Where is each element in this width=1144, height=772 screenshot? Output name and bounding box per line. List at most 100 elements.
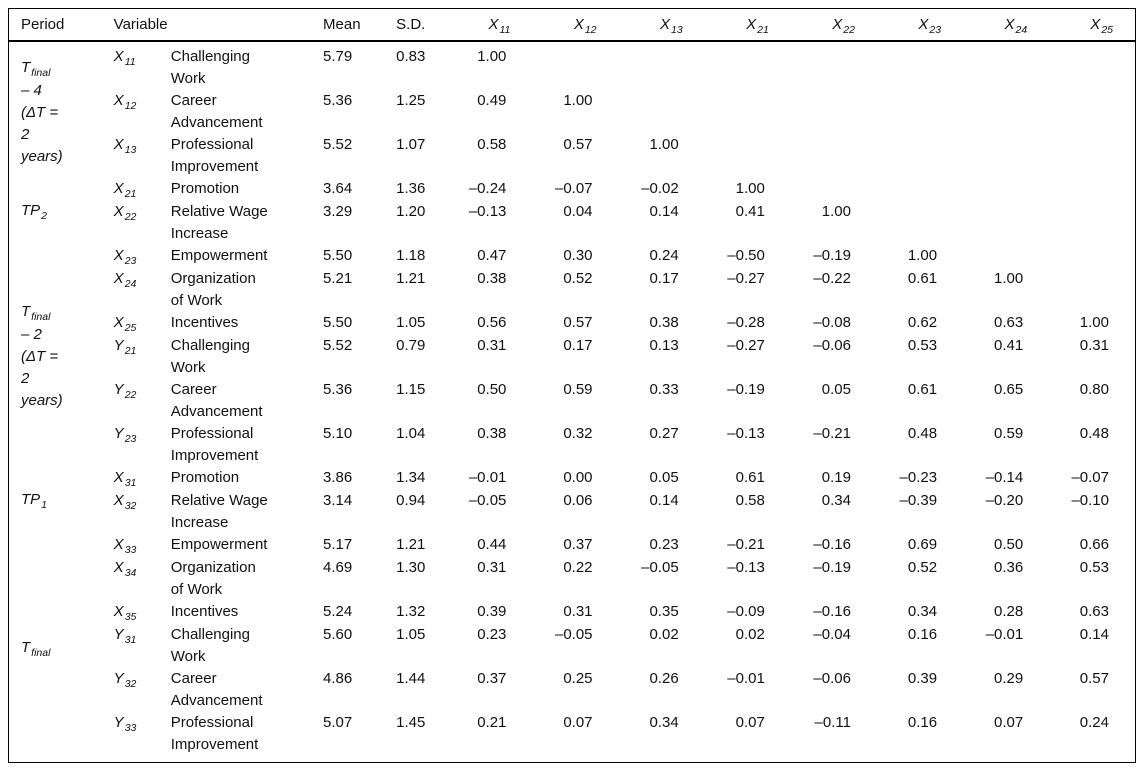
col-header-period: Period	[8, 8, 114, 42]
correlation-value: 0.57	[1079, 670, 1109, 687]
variable-subscript: 33	[124, 544, 137, 556]
variable-subscript: 24	[124, 278, 137, 290]
correlation-value: –0.13	[727, 425, 765, 442]
variable-description: Organization of Work	[170, 270, 256, 309]
correlation-value: 0.23	[649, 536, 679, 553]
correlation-value: 0.34	[821, 492, 851, 509]
correlation-value: 0.14	[1079, 626, 1109, 643]
period-label: Tfinal – 2 (ΔT = 2 years)	[21, 303, 63, 409]
correlation-value	[963, 41, 1049, 90]
mean-value: 5.52	[323, 337, 353, 354]
correlation-value: –0.50	[727, 247, 765, 264]
variable-description: Empowerment	[170, 247, 268, 264]
correlation-value	[1049, 41, 1135, 90]
variable-base: X	[113, 536, 124, 553]
header-var-base: X	[1004, 16, 1015, 33]
variable-symbol: X24	[114, 268, 171, 312]
correlation-value: 0.17	[649, 270, 679, 287]
correlation-value	[791, 41, 877, 90]
mean-value: 5.10	[323, 425, 353, 442]
col-header-x11: X11	[446, 8, 533, 42]
correlation-value: 0.35	[649, 603, 679, 620]
variable-subscript: 21	[124, 345, 137, 357]
variable-symbol: X31	[114, 467, 171, 490]
correlation-value: 0.53	[907, 337, 938, 354]
correlation-value: 0.63	[1079, 603, 1109, 620]
correlation-value: 0.19	[821, 469, 851, 486]
correlation-value: 0.49	[477, 92, 507, 109]
variable-symbol: X34	[114, 557, 171, 601]
correlation-value	[877, 178, 963, 201]
header-var-base: X	[832, 16, 843, 33]
period-subscript: 1	[41, 499, 48, 511]
sd-value: 1.34	[396, 469, 426, 486]
correlation-value: 0.06	[563, 492, 593, 509]
variable-base: X	[113, 314, 124, 331]
table-row: X13 Professional Improvement 5.52 1.07 0…	[9, 134, 1136, 178]
correlation-value: 0.16	[907, 626, 938, 643]
mean-value: 5.60	[323, 626, 353, 643]
correlation-value: 0.61	[907, 270, 938, 287]
variable-description: Challenging Work	[170, 626, 250, 665]
variable-base: X	[113, 469, 124, 486]
variable-symbol: X32	[114, 490, 171, 534]
header-var-subscript: 24	[1015, 24, 1028, 36]
table-row: X25 Incentives 5.50 1.05 0.56 0.57 0.38 …	[9, 312, 1136, 335]
correlation-value: 0.02	[735, 626, 765, 643]
mean-value: 5.50	[323, 314, 353, 331]
correlation-value: 0.48	[907, 425, 938, 442]
correlation-value	[1049, 178, 1135, 201]
col-header-mean: Mean	[323, 8, 397, 42]
correlation-value: –0.14	[985, 469, 1024, 486]
variable-description: Promotion	[170, 469, 240, 486]
correlation-value: 0.26	[649, 670, 679, 687]
period-label: Tfinal – 4 (ΔT = 2 years)	[21, 59, 63, 165]
variable-subscript: 21	[124, 188, 137, 200]
correlation-value: 0.31	[477, 337, 507, 354]
correlation-value: –0.09	[727, 603, 765, 620]
header-var-base: X	[659, 16, 670, 33]
correlation-value	[1049, 90, 1135, 134]
sd-value: 1.18	[396, 247, 426, 264]
correlation-value: –0.01	[985, 626, 1024, 643]
header-var-base: X	[1090, 16, 1101, 33]
sd-value: 1.36	[396, 180, 426, 197]
sd-value: 0.83	[396, 48, 426, 65]
variable-description: Career Advancement	[170, 92, 263, 131]
correlation-value: –0.16	[813, 536, 851, 553]
correlation-value: –0.05	[641, 559, 679, 576]
variable-subscript: 23	[124, 255, 137, 267]
header-var-base: X	[918, 16, 929, 33]
correlation-value	[1049, 134, 1135, 178]
mean-value: 5.79	[323, 48, 353, 65]
correlation-value	[877, 90, 963, 134]
correlation-value	[877, 201, 963, 245]
header-var-base: X	[488, 16, 499, 33]
correlation-value: 0.58	[735, 492, 765, 509]
variable-subscript: 32	[124, 678, 137, 690]
correlation-value: –0.07	[1071, 469, 1109, 486]
period-subscript: 2	[41, 210, 48, 222]
correlation-value: 0.61	[907, 381, 938, 398]
table-row: X12 Career Advancement 5.36 1.25 0.49 1.…	[9, 90, 1136, 134]
correlation-value: –0.27	[727, 337, 765, 354]
variable-description: Incentives	[170, 603, 239, 620]
correlation-value: 0.34	[907, 603, 938, 620]
correlation-value: 0.32	[563, 425, 593, 442]
table-row: X35 Incentives 5.24 1.32 0.39 0.31 0.35 …	[9, 601, 1136, 624]
period-base: T	[21, 302, 31, 320]
sd-value: 1.04	[396, 425, 426, 442]
sd-value: 0.94	[396, 492, 426, 509]
variable-base: X	[113, 492, 124, 509]
correlation-value: 0.38	[477, 425, 507, 442]
correlation-value: 0.50	[477, 381, 507, 398]
variable-description: Career Advancement	[170, 381, 263, 420]
correlation-value: –0.06	[813, 670, 851, 687]
correlation-value: 0.59	[563, 381, 593, 398]
correlation-value	[791, 134, 877, 178]
correlation-value: –0.28	[727, 314, 765, 331]
mean-value: 4.69	[323, 559, 353, 576]
correlation-value: –0.06	[813, 337, 851, 354]
correlation-value: 0.57	[563, 314, 593, 331]
